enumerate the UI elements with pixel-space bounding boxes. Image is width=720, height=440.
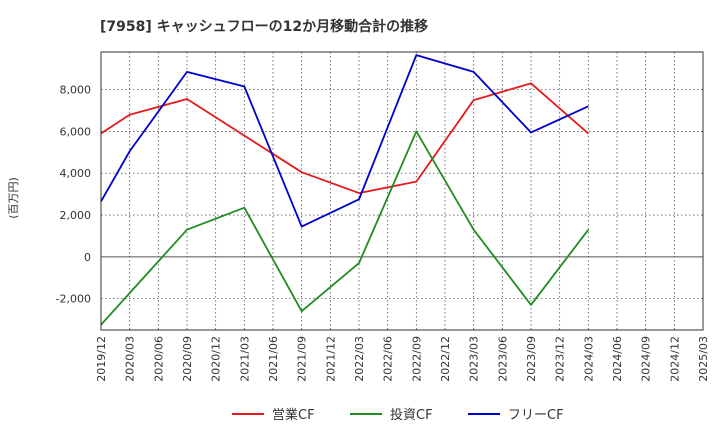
- series-lines: [100, 54, 590, 326]
- series-line: [100, 130, 590, 326]
- legend: 営業CF 投資CF フリーCF: [232, 407, 564, 423]
- grid: [101, 52, 703, 330]
- x-tick-label: 2020/06: [152, 336, 165, 382]
- x-tick-label: 2023/03: [468, 336, 481, 382]
- x-tick-label: 2024/03: [582, 336, 595, 382]
- x-tick-label: 2021/06: [267, 336, 280, 382]
- legend-label: 営業CF: [272, 407, 315, 423]
- x-tick-label: 2020/12: [210, 336, 223, 382]
- x-tick-label: 2024/09: [640, 336, 653, 382]
- x-tick-label: 2020/03: [124, 336, 137, 382]
- y-tick-label: -2,000: [56, 293, 91, 306]
- plot-frame: [100, 51, 704, 331]
- x-tick-label: 2019/12: [95, 336, 108, 382]
- x-tick-label: 2022/09: [410, 336, 423, 382]
- legend-label: フリーCF: [508, 408, 564, 423]
- y-tick-label: 8,000: [60, 84, 92, 97]
- x-tick-label: 2025/03: [697, 336, 710, 382]
- chart-title: [7958] キャッシュフローの12か月移動合計の推移: [100, 18, 428, 35]
- x-tick-label: 2021/03: [238, 336, 251, 382]
- y-tick-label: 0: [84, 251, 91, 264]
- x-tick-label: 2023/12: [554, 336, 567, 382]
- x-tick-label: 2022/03: [353, 336, 366, 382]
- x-tick-label: 2022/12: [439, 336, 452, 382]
- y-axis-label: (百万円): [7, 177, 20, 219]
- series-line: [100, 82, 589, 194]
- x-tick-label: 2023/06: [496, 336, 509, 382]
- y-tick-label: 4,000: [60, 167, 92, 180]
- y-tick-label: 2,000: [60, 209, 92, 222]
- x-tick-label: 2024/12: [668, 336, 681, 382]
- x-axis-ticks: 2019/12 2020/03 2020/06 2020/09 2020/12 2021/…: [95, 336, 710, 382]
- x-tick-label: 2022/06: [382, 336, 395, 382]
- series-line: [100, 54, 589, 228]
- legend-label: 投資CF: [390, 407, 433, 423]
- x-tick-label: 2021/12: [324, 336, 337, 382]
- x-tick-label: 2023/09: [525, 336, 538, 382]
- x-tick-label: 2021/09: [296, 336, 309, 382]
- y-axis-ticks: -2,000 0 2,000 4,000 6,000 8,000: [56, 84, 91, 306]
- x-tick-label: 2024/06: [611, 336, 624, 382]
- y-tick-label: 6,000: [60, 125, 92, 138]
- x-tick-label: 2020/09: [181, 336, 194, 382]
